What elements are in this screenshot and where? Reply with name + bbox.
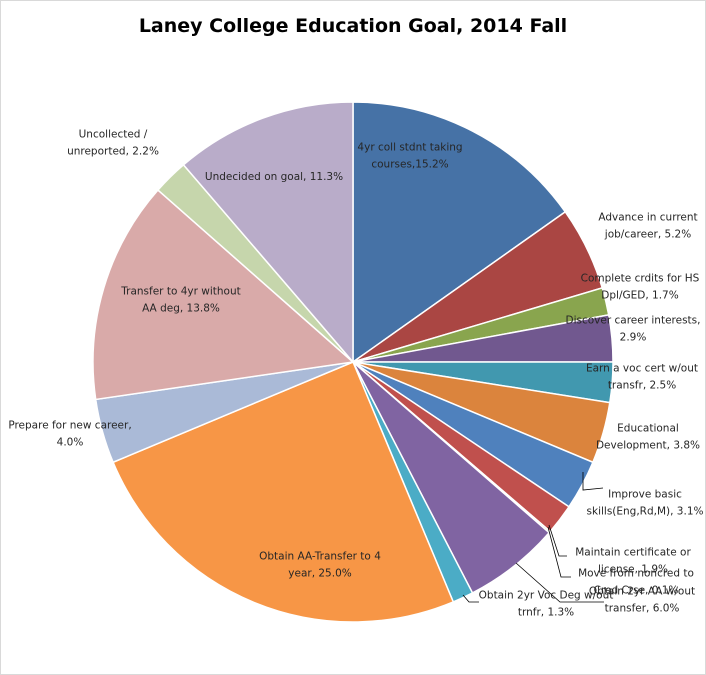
data-label-line: trnfr, 1.3% — [518, 607, 574, 619]
data-label-earn-a-voc-cert-w-out-transfr: Earn a voc cert w/out transfr, 2.5% — [586, 363, 698, 392]
data-label-line: job/career, 5.2% — [604, 229, 691, 241]
data-label-line: transfr, 2.5% — [608, 380, 676, 392]
data-label-line: transfer, 6.0% — [605, 603, 680, 615]
data-label-line: 4yr coll stdnt taking — [357, 142, 462, 154]
data-label-discover-career-interests: Discover career interests, 2.9% — [566, 315, 701, 344]
leader-line-obtain-2yr-aa-w-out-transfer — [515, 562, 604, 603]
data-label-line: Uncollected / — [79, 129, 148, 141]
data-label-undecided-on-goal: Undecided on goal, 11.3% — [205, 171, 343, 183]
data-label-line: 2.9% — [620, 332, 647, 344]
data-label-line: license, 1.9% — [598, 564, 668, 576]
data-label-line: Obtain 2yr AA w/out — [589, 586, 695, 598]
data-label-line: Cred Crse, 0.1% — [594, 585, 679, 597]
data-label-line: Educational — [617, 423, 679, 435]
pie-slice-4yr-coll-stdnt-taking-courses — [352, 101, 567, 364]
data-label-line: Move from noncred to — [578, 568, 694, 580]
data-label-line: AA deg, 13.8% — [142, 303, 220, 315]
chart-title: Laney College Education Goal, 2014 Fall — [139, 15, 567, 37]
leader-line-obtain-2yr-voc-deg-w-out-trnfr — [462, 594, 479, 603]
data-label-line: Maintain certificate or — [575, 547, 691, 559]
data-label-educational-development: Educational Development, 3.8% — [596, 423, 700, 452]
data-label-line: Prepare for new career, — [8, 420, 131, 432]
data-label-obtain-2yr-voc-deg-w-out-trnfr: Obtain 2yr Voc Deg w/out trnfr, 1.3% — [479, 590, 614, 619]
data-label-line: Earn a voc cert w/out — [586, 363, 698, 375]
data-label-line: Obtain AA-Transfer to 4 — [259, 551, 381, 563]
data-label-4yr-coll-stdnt-taking-courses: 4yr coll stdnt taking courses,15.2% — [357, 142, 462, 171]
pie-slice-transfer-to-4yr-without-aa-deg — [92, 189, 355, 401]
data-label-line: Improve basic — [608, 489, 682, 501]
data-label-move-from-noncred-to-cred-crse: Move from noncred to Cred Crse, 0.1% — [578, 568, 694, 597]
pie-slice-undecided-on-goal — [182, 101, 354, 365]
data-label-line: Development, 3.8% — [596, 440, 700, 452]
pie-slices — [92, 101, 614, 623]
data-label-line: courses,15.2% — [371, 159, 448, 171]
leader-line-maintain-certificate-or-license — [548, 524, 567, 557]
data-label-line: Dpl/GED, 1.7% — [601, 290, 678, 302]
data-label-transfer-to-4yr-without-aa-deg: Transfer to 4yr without AA deg, 13.8% — [120, 286, 240, 315]
data-label-line: Advance in current — [598, 212, 697, 224]
data-label-improve-basic-skills-eng-rd-m: Improve basic skills(Eng,Rd,M), 3.1% — [587, 489, 704, 518]
data-label-obtain-aa-transfer-to-4-year: Obtain AA-Transfer to 4 year, 25.0% — [259, 551, 381, 580]
leader-line-move-from-noncred-to-cred-crse — [547, 526, 571, 578]
data-label-line: year, 25.0% — [288, 568, 351, 580]
data-label-prepare-for-new-career: Prepare for new career, 4.0% — [8, 420, 131, 449]
data-label-line: Discover career interests, — [566, 315, 701, 327]
leader-line-improve-basic-skills-eng-rd-m — [582, 472, 604, 491]
data-label-line: Transfer to 4yr without — [120, 286, 240, 298]
data-labels: 4yr coll stdnt taking courses,15.2% Advanc… — [8, 129, 703, 619]
data-label-line: Undecided on goal, 11.3% — [205, 171, 343, 183]
data-label-line: skills(Eng,Rd,M), 3.1% — [587, 506, 704, 518]
data-label-obtain-2yr-aa-w-out-transfer: Obtain 2yr AA w/out transfer, 6.0% — [589, 586, 695, 615]
data-label-line: unreported, 2.2% — [67, 146, 159, 158]
data-label-line: 4.0% — [57, 437, 84, 449]
data-label-maintain-certificate-or-license: Maintain certificate or license, 1.9% — [575, 547, 691, 576]
data-label-line: Obtain 2yr Voc Deg w/out — [479, 590, 614, 602]
data-label-line: Complete crdits for HS — [581, 273, 700, 285]
data-label-advance-in-current-job-career: Advance in current job/career, 5.2% — [598, 212, 697, 241]
data-label-complete-crdits-for-hs-dpl-ged: Complete crdits for HS Dpl/GED, 1.7% — [581, 273, 700, 302]
data-label-uncollected-unreported: Uncollected / unreported, 2.2% — [67, 129, 159, 158]
leader-lines — [462, 472, 604, 603]
